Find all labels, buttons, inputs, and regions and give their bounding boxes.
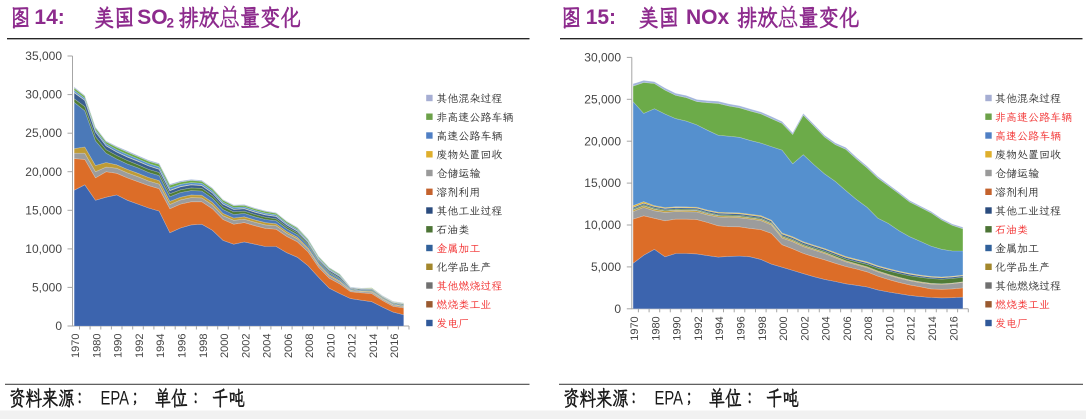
svg-text:30,000: 30,000 [584, 51, 621, 65]
svg-text:25,000: 25,000 [584, 92, 621, 106]
svg-text:30,000: 30,000 [25, 88, 62, 102]
svg-text:1992: 1992 [693, 316, 705, 340]
svg-text:0: 0 [614, 302, 621, 316]
svg-text:1992: 1992 [134, 334, 146, 358]
svg-text:EPA: EPA [655, 388, 684, 410]
svg-text:1970: 1970 [629, 316, 641, 340]
svg-text:2010: 2010 [325, 334, 337, 358]
svg-text:35,000: 35,000 [25, 49, 62, 63]
svg-text:10,000: 10,000 [584, 218, 621, 232]
svg-text:14:: 14: [34, 6, 64, 29]
svg-text:2006: 2006 [842, 316, 854, 340]
svg-text:15,000: 15,000 [584, 176, 621, 190]
svg-text:2016: 2016 [389, 334, 401, 358]
svg-text:1990: 1990 [113, 334, 125, 358]
svg-text:2012: 2012 [906, 316, 918, 340]
svg-text:2016: 2016 [948, 316, 960, 340]
svg-text:2014: 2014 [368, 334, 380, 358]
svg-text:2004: 2004 [262, 334, 274, 358]
svg-text:20,000: 20,000 [25, 165, 62, 179]
svg-text:2004: 2004 [821, 316, 833, 340]
svg-text:2: 2 [167, 16, 175, 31]
svg-text:2002: 2002 [240, 334, 252, 358]
svg-text:1996: 1996 [177, 334, 189, 358]
svg-text:2006: 2006 [283, 334, 295, 358]
svg-text:SO: SO [137, 6, 167, 29]
svg-text:25,000: 25,000 [25, 126, 62, 140]
svg-text:2000: 2000 [778, 316, 790, 340]
svg-text:0: 0 [55, 319, 62, 333]
svg-text:2014: 2014 [927, 316, 939, 340]
svg-text:1970: 1970 [70, 334, 82, 358]
svg-text:1996: 1996 [736, 316, 748, 340]
svg-text:1994: 1994 [155, 334, 167, 358]
svg-text:2000: 2000 [219, 334, 231, 358]
svg-text:20,000: 20,000 [584, 134, 621, 148]
svg-text:2010: 2010 [885, 316, 897, 340]
svg-text:15,000: 15,000 [25, 203, 62, 217]
svg-text:1990: 1990 [672, 316, 684, 340]
svg-text:10,000: 10,000 [25, 242, 62, 256]
svg-text:2008: 2008 [863, 316, 875, 340]
svg-text:1998: 1998 [198, 334, 210, 358]
svg-text:1998: 1998 [757, 316, 769, 340]
svg-text:NOx: NOx [686, 6, 730, 29]
svg-text:2012: 2012 [347, 334, 359, 358]
svg-text:1980: 1980 [92, 334, 104, 358]
svg-text:EPA: EPA [101, 388, 130, 410]
svg-text:1980: 1980 [650, 316, 662, 340]
svg-text:15:: 15: [586, 6, 616, 29]
svg-text:2008: 2008 [304, 334, 316, 358]
svg-text:1994: 1994 [714, 316, 726, 340]
svg-text:2002: 2002 [799, 316, 811, 340]
svg-text:5,000: 5,000 [32, 281, 62, 295]
svg-text:5,000: 5,000 [591, 260, 621, 274]
